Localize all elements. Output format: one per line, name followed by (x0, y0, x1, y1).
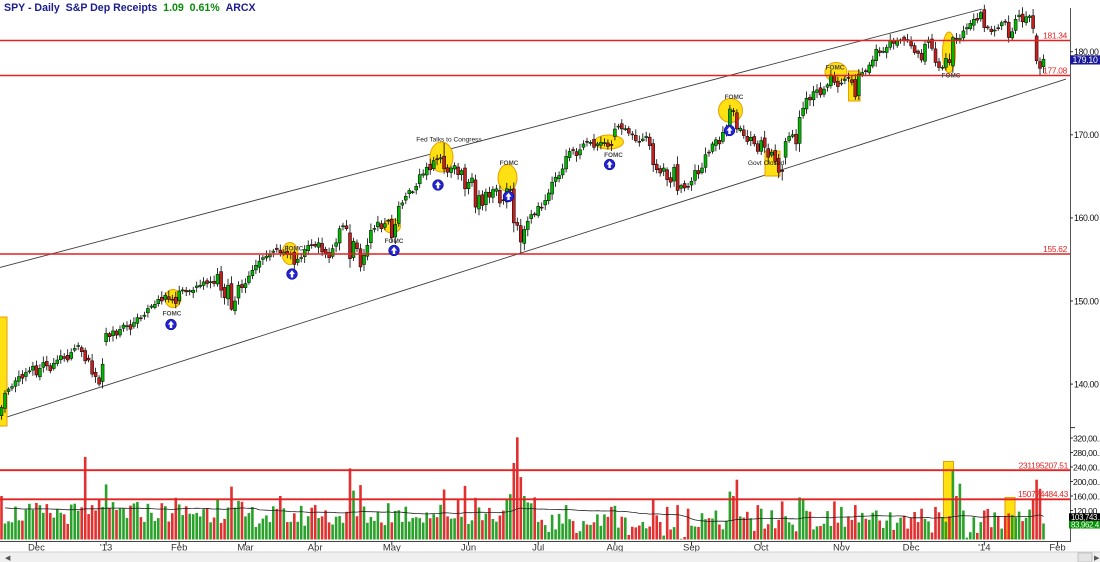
svg-text:Mar: Mar (237, 543, 253, 554)
svg-text:Sep: Sep (683, 543, 700, 554)
svg-text:160.00: 160.00 (1074, 213, 1099, 223)
svg-text:Nov: Nov (833, 543, 850, 554)
svg-text:FOMC: FOMC (942, 73, 961, 80)
svg-text:Dec: Dec (903, 543, 920, 554)
svg-text:Jul: Jul (532, 543, 544, 554)
svg-text:160,00...: 160,00... (1073, 491, 1100, 501)
svg-text:320,00...: 320,00... (1073, 433, 1100, 443)
svg-text:150774484.43: 150774484.43 (1018, 489, 1069, 499)
svg-text:FOMC: FOMC (725, 94, 744, 101)
svg-text:180.00: 180.00 (1074, 47, 1099, 57)
svg-text:'13: '13 (100, 543, 112, 554)
svg-text:Jun: Jun (461, 543, 476, 554)
svg-text:FOMC: FOMC (604, 152, 623, 159)
svg-text:231195207.51: 231195207.51 (1019, 461, 1069, 471)
svg-text:Govt Closed: Govt Closed (748, 160, 785, 167)
svg-text:Feb: Feb (171, 543, 187, 554)
svg-text:Aug: Aug (606, 543, 623, 554)
svg-text:Feb: Feb (1049, 543, 1065, 554)
svg-text:FOMC: FOMC (500, 160, 519, 167)
svg-text:103,743...: 103,743... (1071, 513, 1100, 522)
svg-text:120,00...: 120,00... (1073, 506, 1100, 516)
svg-text:May: May (383, 543, 401, 554)
svg-text:◀: ◀ (5, 555, 11, 562)
svg-text:181.34: 181.34 (1043, 31, 1067, 41)
svg-text:240,00...: 240,00... (1073, 462, 1100, 472)
svg-text:170.00: 170.00 (1074, 130, 1099, 140)
svg-text:FOMC: FOMC (163, 311, 182, 318)
svg-text:▶: ▶ (1094, 555, 1100, 562)
svg-text:140.00: 140.00 (1074, 379, 1099, 389)
svg-text:SPY - Daily S&P Dep Receipts: SPY - Daily S&P Dep Receipts 1.09 0.61% … (4, 2, 256, 14)
svg-text:FOMC: FOMC (826, 65, 845, 72)
svg-text:179.10: 179.10 (1072, 55, 1098, 65)
svg-text:'14: '14 (978, 543, 990, 554)
svg-text:FOMC: FOMC (285, 246, 304, 253)
svg-text:FOMC: FOMC (385, 238, 404, 245)
svg-text:Fed Talks to Congress: Fed Talks to Congress (416, 137, 482, 144)
svg-text:177.08: 177.08 (1043, 66, 1067, 76)
svg-text:280,00...: 280,00... (1073, 448, 1100, 458)
svg-text:155.62: 155.62 (1043, 244, 1067, 254)
svg-text:Oct: Oct (754, 543, 769, 554)
svg-text:Dec: Dec (28, 543, 45, 554)
svg-text:83,962.4...: 83,962.4... (1071, 520, 1100, 529)
svg-text:200,00...: 200,00... (1073, 477, 1100, 487)
svg-text:150.00: 150.00 (1074, 296, 1099, 306)
svg-text:Apr: Apr (308, 543, 323, 554)
